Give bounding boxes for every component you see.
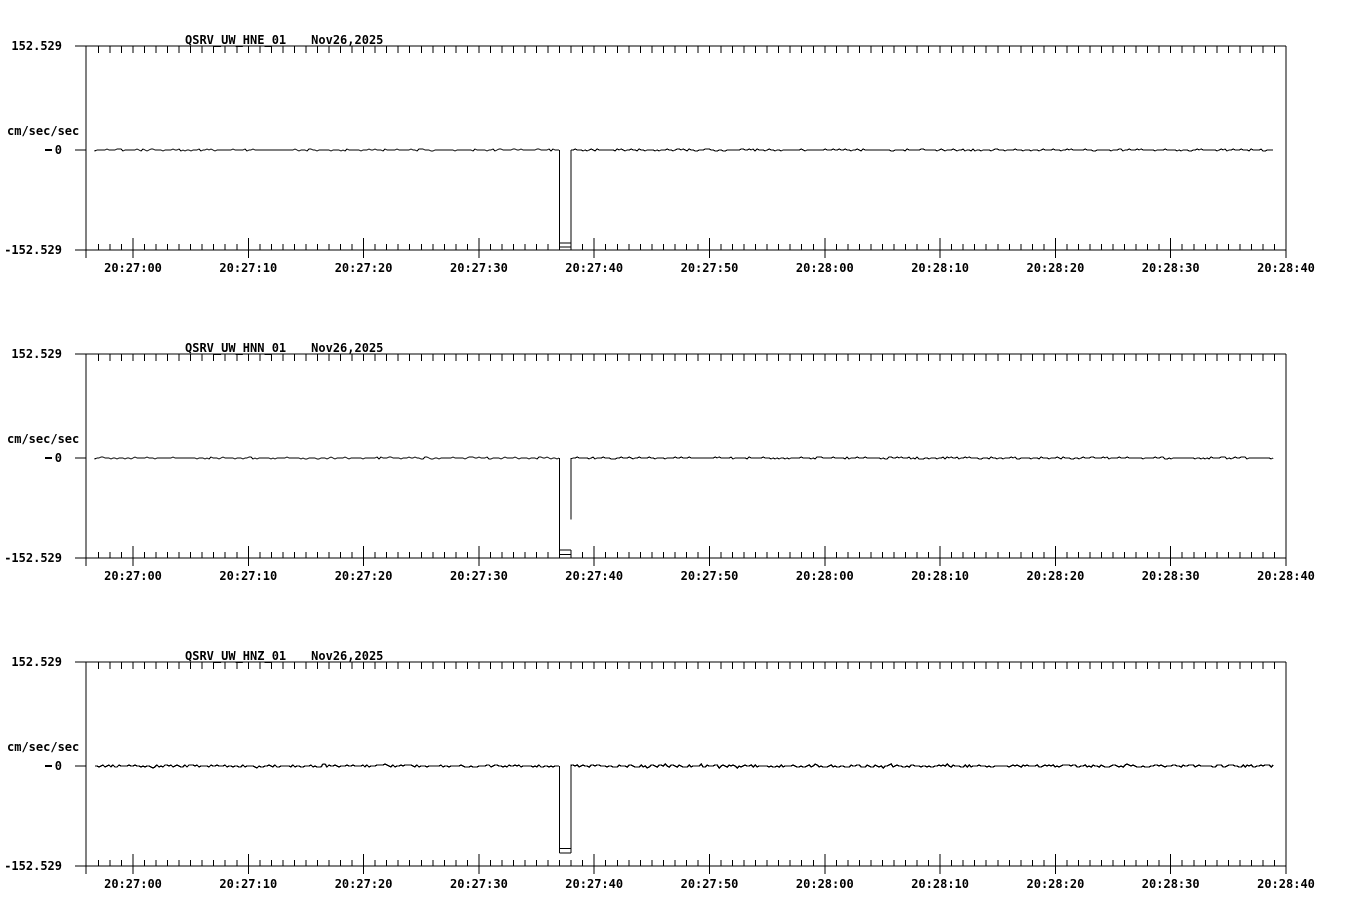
date-label: Nov26,2025	[311, 341, 384, 355]
time-ticks	[97, 662, 1275, 874]
seismogram-panel-hnn: QSRV_UW_HNN_01 Nov26,2025 152.529 cm/sec…	[0, 308, 1358, 616]
amplitude-max-label: 152.529	[11, 39, 62, 53]
date-label: Nov26,2025	[311, 33, 384, 47]
amplitude-min-label: -152.529	[4, 859, 62, 873]
station-channel-label: QSRV_UW_HNZ_01	[185, 649, 287, 663]
seismogram-plot-hnz	[45, 661, 1287, 874]
plot-title: QSRV_UW_HNZ_01 Nov26,2025	[185, 649, 383, 663]
amplitude-units-label: cm/sec/sec	[7, 124, 80, 138]
time-ticks	[97, 354, 1275, 566]
time-ticks	[97, 46, 1275, 258]
trace	[94, 148, 1274, 152]
amplitude-min-label: -152.529	[4, 243, 62, 257]
amplitude-max-label: 152.529	[11, 347, 62, 361]
amplitude-zero-label: 0	[54, 143, 62, 157]
amplitude-units-label: cm/sec/sec	[7, 432, 80, 446]
axes	[45, 45, 1287, 258]
calibration-pulse	[559, 150, 572, 248]
trace	[94, 456, 1274, 460]
amplitude-min-label: -152.529	[4, 551, 62, 565]
station-channel-label: QSRV_UW_HNE_01	[185, 33, 287, 47]
seismogram-plot-hne	[45, 45, 1287, 258]
plot-title: QSRV_UW_HNE_01 Nov26,2025	[185, 33, 383, 47]
seismogram-plot-hnn	[45, 353, 1287, 566]
calibration-pulse	[559, 458, 572, 555]
calibration-pulse	[559, 766, 572, 854]
amplitude-units-label: cm/sec/sec	[7, 740, 80, 754]
station-channel-label: QSRV_UW_HNN_01	[185, 341, 287, 355]
trace	[95, 762, 1274, 770]
date-label: Nov26,2025	[311, 649, 384, 663]
axes	[45, 661, 1287, 874]
amplitude-zero-label: 0	[54, 759, 62, 773]
amplitude-max-label: 152.529	[11, 655, 62, 669]
seismogram-panel-hnz: QSRV_UW_HNZ_01 Nov26,2025 152.529 cm/sec…	[0, 616, 1358, 924]
seismogram-panel-hne: QSRV_UW_HNE_01 Nov26,2025 152.529 cm/sec…	[0, 0, 1358, 308]
amplitude-zero-label: 0	[54, 451, 62, 465]
axes	[45, 353, 1287, 566]
plot-title: QSRV_UW_HNN_01 Nov26,2025	[185, 341, 383, 355]
